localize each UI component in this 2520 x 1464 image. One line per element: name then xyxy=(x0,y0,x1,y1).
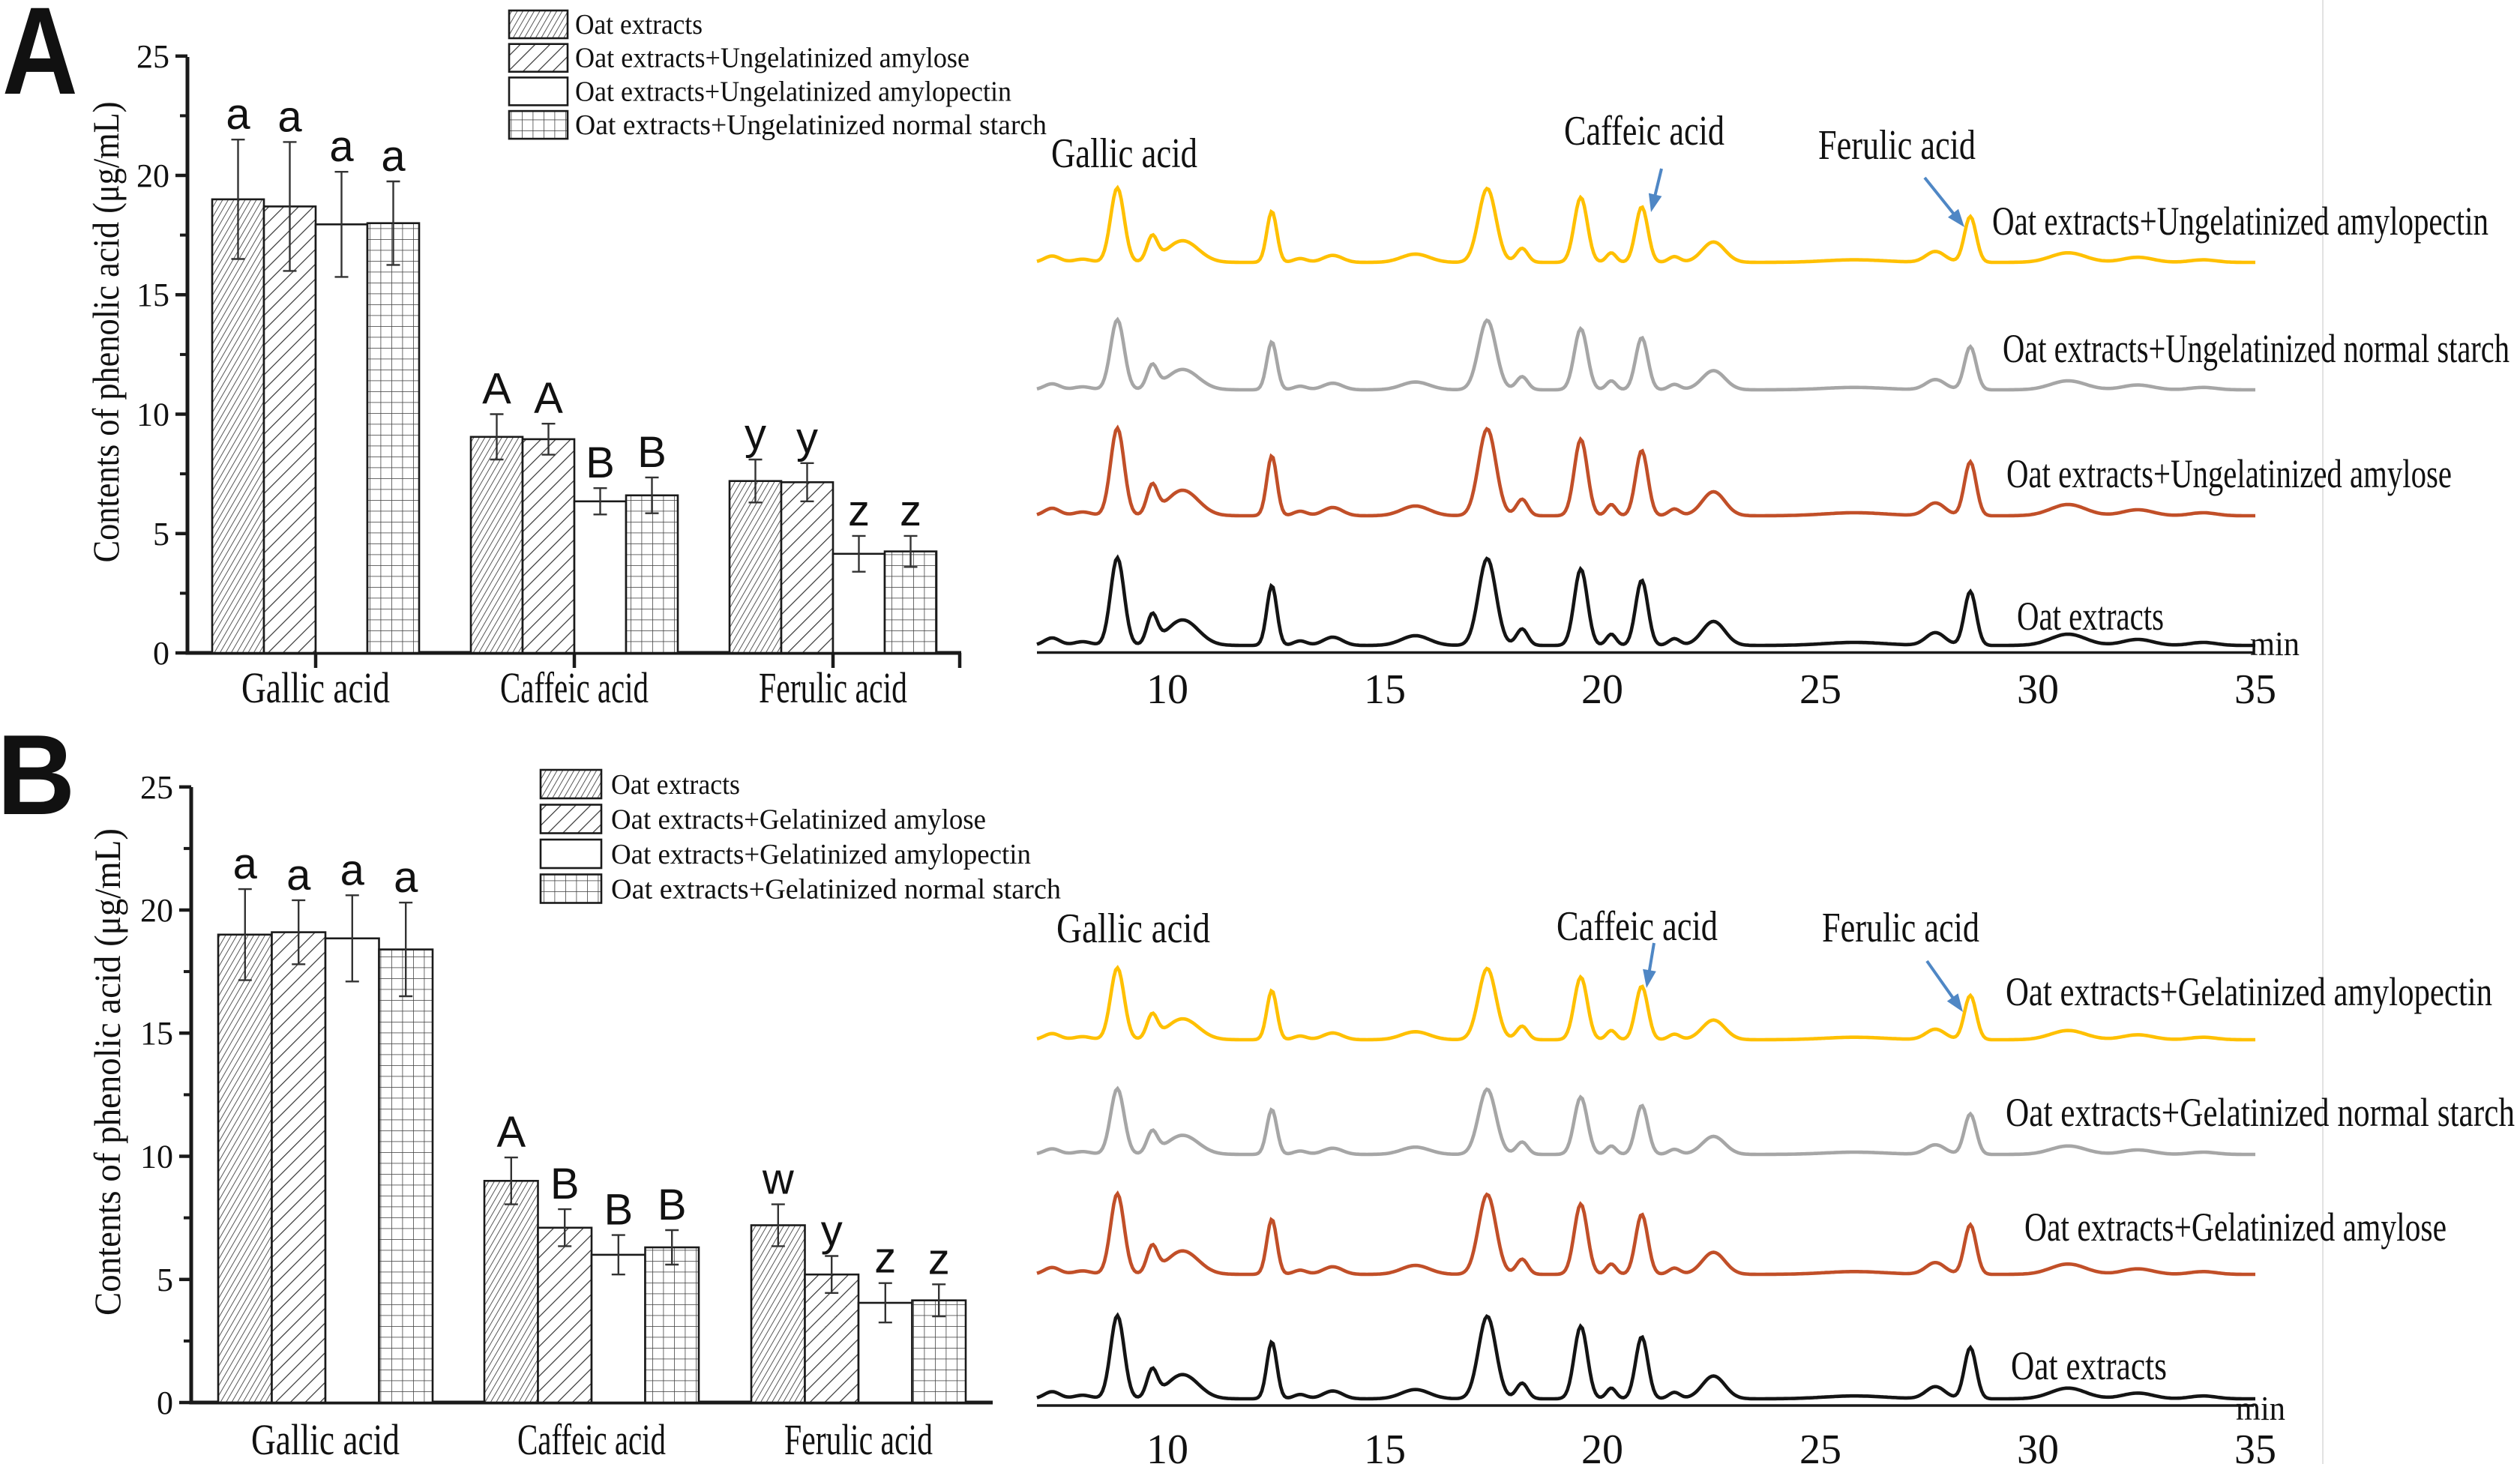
svg-text:10: 10 xyxy=(136,397,169,433)
svg-text:Oat extracts+Ungelatinized amy: Oat extracts+Ungelatinized amylose xyxy=(575,43,969,74)
svg-text:B: B xyxy=(637,428,667,477)
svg-text:Oat extracts+Gelatinized amyl: Oat extracts+Gelatinized amylose xyxy=(2024,1205,2447,1250)
svg-text:20: 20 xyxy=(136,157,169,194)
svg-text:Contents of phenolic acid (μg/: Contents of phenolic acid (μg/mL) xyxy=(86,828,128,1316)
svg-text:y: y xyxy=(821,1207,843,1256)
svg-text:30: 30 xyxy=(2017,1427,2059,1464)
svg-text:Contents of phenolic acid (μg/: Contents of phenolic acid (μg/mL) xyxy=(85,102,127,563)
svg-text:Gallic acid: Gallic acid xyxy=(251,1415,400,1464)
svg-text:10: 10 xyxy=(1146,666,1188,713)
svg-text:A: A xyxy=(2,0,78,121)
svg-text:z: z xyxy=(848,487,870,535)
svg-text:25: 25 xyxy=(136,38,169,75)
svg-text:25: 25 xyxy=(140,769,173,806)
svg-text:Oat extracts+Ungelatinized am: Oat extracts+Ungelatinized amylopectin xyxy=(1992,199,2489,244)
svg-text:15: 15 xyxy=(1364,1427,1406,1464)
svg-text:A: A xyxy=(534,374,563,423)
svg-text:a: a xyxy=(233,840,258,888)
svg-text:Ferulic acid: Ferulic acid xyxy=(1822,905,1979,951)
svg-text:0: 0 xyxy=(157,1385,173,1421)
svg-text:a: a xyxy=(381,132,406,181)
svg-text:Oat extracts: Oat extracts xyxy=(575,9,703,40)
svg-text:Ferulic acid: Ferulic acid xyxy=(759,663,907,712)
svg-text:Gallic acid: Gallic acid xyxy=(1051,130,1197,177)
svg-text:B: B xyxy=(0,712,75,839)
svg-text:Caffeic acid: Caffeic acid xyxy=(1557,903,1718,950)
svg-text:y: y xyxy=(796,414,818,463)
svg-text:a: a xyxy=(286,851,311,900)
svg-text:5: 5 xyxy=(153,516,169,552)
svg-text:B: B xyxy=(658,1181,687,1229)
svg-text:Oat extracts+Gelatinized amylo: Oat extracts+Gelatinized amylopectin xyxy=(611,839,1031,870)
svg-text:25: 25 xyxy=(1799,1427,1841,1464)
svg-text:a: a xyxy=(329,122,354,171)
svg-text:a: a xyxy=(394,853,418,902)
svg-text:Caffeic acid: Caffeic acid xyxy=(500,663,649,712)
svg-text:10: 10 xyxy=(1146,1427,1188,1464)
svg-text:a: a xyxy=(340,846,365,894)
svg-text:z: z xyxy=(874,1234,896,1283)
svg-text:z: z xyxy=(928,1235,950,1283)
svg-text:Gallic acid: Gallic acid xyxy=(241,663,390,712)
svg-text:20: 20 xyxy=(1581,666,1623,713)
svg-text:a: a xyxy=(277,92,302,141)
svg-text:a: a xyxy=(226,90,250,139)
svg-text:A: A xyxy=(482,365,511,414)
svg-text:Oat extracts: Oat extracts xyxy=(611,769,740,801)
svg-text:Ferulic acid: Ferulic acid xyxy=(1818,122,1976,169)
svg-text:Oat extracts+Ungelatinized nor: Oat extracts+Ungelatinized normal starch xyxy=(575,109,1047,141)
svg-text:B: B xyxy=(586,439,615,487)
svg-text:Ferulic acid: Ferulic acid xyxy=(784,1415,933,1464)
svg-text:A: A xyxy=(496,1108,526,1157)
svg-text:15: 15 xyxy=(1364,666,1406,713)
svg-text:Caffeic acid: Caffeic acid xyxy=(1564,108,1724,154)
svg-text:5: 5 xyxy=(157,1262,173,1298)
svg-text:y: y xyxy=(745,410,766,459)
svg-text:Oat extracts+Ungelatinized amy: Oat extracts+Ungelatinized amylopectin xyxy=(575,76,1011,107)
svg-text:B: B xyxy=(604,1186,633,1235)
svg-text:Gallic acid: Gallic acid xyxy=(1056,906,1210,952)
svg-text:Oat extracts+Ungelatinized am: Oat extracts+Ungelatinized amylose xyxy=(2006,451,2452,496)
svg-text:Oat extracts+Gelatinized amylo: Oat extracts+Gelatinized amylose xyxy=(611,804,986,836)
svg-text:25: 25 xyxy=(1799,666,1841,713)
svg-text:35: 35 xyxy=(2234,1427,2276,1464)
svg-text:Oat extracts+Gelatinized norm: Oat extracts+Gelatinized normal starch xyxy=(2006,1090,2515,1135)
svg-text:15: 15 xyxy=(140,1015,173,1052)
svg-text:Oat extracts+Gelatinized norma: Oat extracts+Gelatinized normal starch xyxy=(611,874,1061,906)
svg-text:B: B xyxy=(550,1160,580,1208)
svg-text:Oat extracts: Oat extracts xyxy=(2011,1343,2167,1388)
svg-text:15: 15 xyxy=(136,277,169,313)
svg-text:min: min xyxy=(2236,1389,2285,1427)
svg-text:20: 20 xyxy=(140,892,173,929)
svg-text:0: 0 xyxy=(153,635,169,672)
svg-text:20: 20 xyxy=(1581,1427,1623,1464)
svg-text:z: z xyxy=(900,487,921,535)
svg-text:Caffeic acid: Caffeic acid xyxy=(517,1415,666,1464)
svg-text:w: w xyxy=(762,1155,795,1204)
svg-text:Oat extracts+Ungelatinized no: Oat extracts+Ungelatinized normal starch xyxy=(2003,326,2510,371)
svg-text:Oat extracts+Gelatinized amyl: Oat extracts+Gelatinized amylopectin xyxy=(2006,969,2492,1014)
svg-text:Oat extracts: Oat extracts xyxy=(2017,594,2164,639)
svg-text:35: 35 xyxy=(2234,666,2276,713)
svg-text:min: min xyxy=(2250,624,2300,663)
svg-text:30: 30 xyxy=(2017,666,2059,713)
svg-text:10: 10 xyxy=(140,1139,173,1175)
